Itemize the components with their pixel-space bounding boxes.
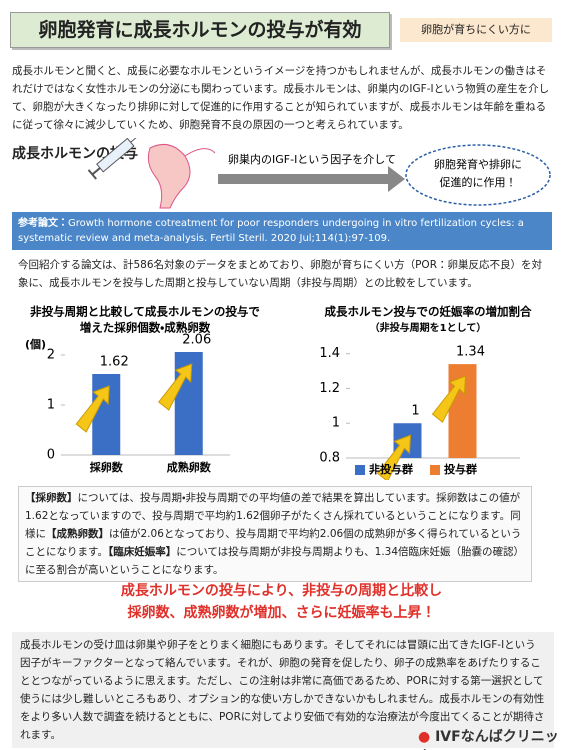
- conclusion: 成長ホルモンの投与により、非投与の周期と比較し 採卵数、成熟卵数が増加、さらに妊…: [0, 580, 563, 624]
- y-tick-label: 1.2: [319, 381, 340, 396]
- text: については、投与周期・非投与周期での平均値の差で結果を算出しています。採卵数はこ…: [25, 492, 521, 540]
- keyword: 【成熟卵数】: [46, 528, 109, 540]
- chart-title: 増えた採卵個数・成熟卵数: [80, 321, 211, 335]
- header-box: 卵胞発育に成長ホルモンの投与が有効: [10, 12, 390, 48]
- result-text: 促進的に作用！: [440, 175, 517, 189]
- value-label: 1: [411, 404, 419, 419]
- chart-title: 成長ホルモン投与での妊娠率の増加割合: [325, 305, 532, 319]
- pointer-arrow: [376, 434, 412, 480]
- text: については投与周期が非投与周期よりも、1.34倍臨床妊娠（胎嚢の確認）に至る割合…: [25, 546, 525, 576]
- intro: 成長ホルモンと聞くと、成長に必要なホルモンというイメージを持つかもしれませんが、…: [12, 65, 550, 131]
- conclusion-line: 採卵数、成熟卵数が増加、さらに妊娠率も上昇！: [127, 605, 436, 621]
- explanation: 【採卵数】については、投与周期・非投与周期での平均値の差で結果を算出しています。…: [18, 486, 532, 582]
- text: は値が2.06となっており、投与周期で平均約2.06個の成熟卵が多く得られている…: [25, 528, 522, 558]
- logo-pin: ●: [418, 729, 431, 745]
- conclusion-line: 成長ホルモンの投与により、非投与の周期と比較し: [120, 583, 443, 599]
- value-label: 1.34: [456, 345, 485, 360]
- ovary-line: [184, 148, 216, 157]
- pointer-arrow: [75, 385, 110, 433]
- flow-graphic: 卵巣内のIGF-Iという因子を介して 卵胞発育や排卵に 促進的に作用！: [87, 138, 551, 209]
- header-title: 卵胞発育に成長ホルモンの投与が有効: [38, 19, 362, 41]
- bar: [92, 374, 121, 455]
- result-cloud: [405, 144, 551, 206]
- value-label: 2.06: [182, 333, 211, 348]
- y-tick-label: 0: [47, 448, 55, 463]
- header-tag: 卵胞が育ちにくい方に: [400, 18, 552, 42]
- y-tick-label: 1: [332, 416, 340, 431]
- legend-label: 非投与群: [369, 462, 413, 476]
- y-axis-label: (個): [25, 337, 46, 351]
- reference: 参考論文：Growth hormone cotreatment for poor…: [12, 212, 552, 250]
- logo-text: IVFなんばクリニック: [418, 729, 559, 750]
- pointer-arrow: [431, 375, 467, 423]
- syringe-icon: [87, 138, 143, 180]
- reference-label: 参考論文：: [18, 218, 68, 229]
- chart-title: 非投与周期と比較して成長ホルモンの投与で: [30, 305, 260, 319]
- reference-text: Growth hormone cotreatment for poor resp…: [18, 218, 524, 244]
- legend-swatch: [355, 465, 365, 475]
- summary: 今回紹介する論文は、計586名対象のデータをまとめており、卵胞が育ちにくい方（P…: [18, 259, 542, 289]
- arrow-head: [388, 166, 405, 192]
- value-label: 1.62: [100, 355, 129, 370]
- x-tick-label: 採卵数: [90, 460, 124, 474]
- arrow-text: 卵巣内のIGF-Iという因子を介して: [228, 152, 396, 166]
- closing: 成長ホルモンの受け皿は卵巣や卵子をとりまく細胞にもあります。そしてそれには冒頭に…: [12, 632, 554, 748]
- uterus-icon: [147, 143, 191, 209]
- y-tick-label: 1.4: [319, 346, 340, 361]
- result-text: 卵胞発育や排卵に: [434, 157, 522, 171]
- pointer-arrow: [158, 363, 193, 411]
- keyword: 【臨床妊娠率】: [107, 546, 177, 558]
- legend-swatch: [430, 465, 440, 475]
- x-tick-label: 成熟卵数: [167, 460, 212, 474]
- arrow-body: [218, 174, 388, 184]
- y-tick-label: 1: [47, 398, 55, 413]
- y-tick-label: 2: [47, 348, 55, 363]
- legend-label: 投与群: [444, 462, 477, 476]
- chart-title: （非投与周期を1として）: [370, 321, 487, 334]
- logo: ● IVFなんばクリニック: [418, 726, 563, 750]
- keyword: 【採卵数】: [25, 492, 78, 504]
- y-tick-label: 0.8: [319, 451, 340, 466]
